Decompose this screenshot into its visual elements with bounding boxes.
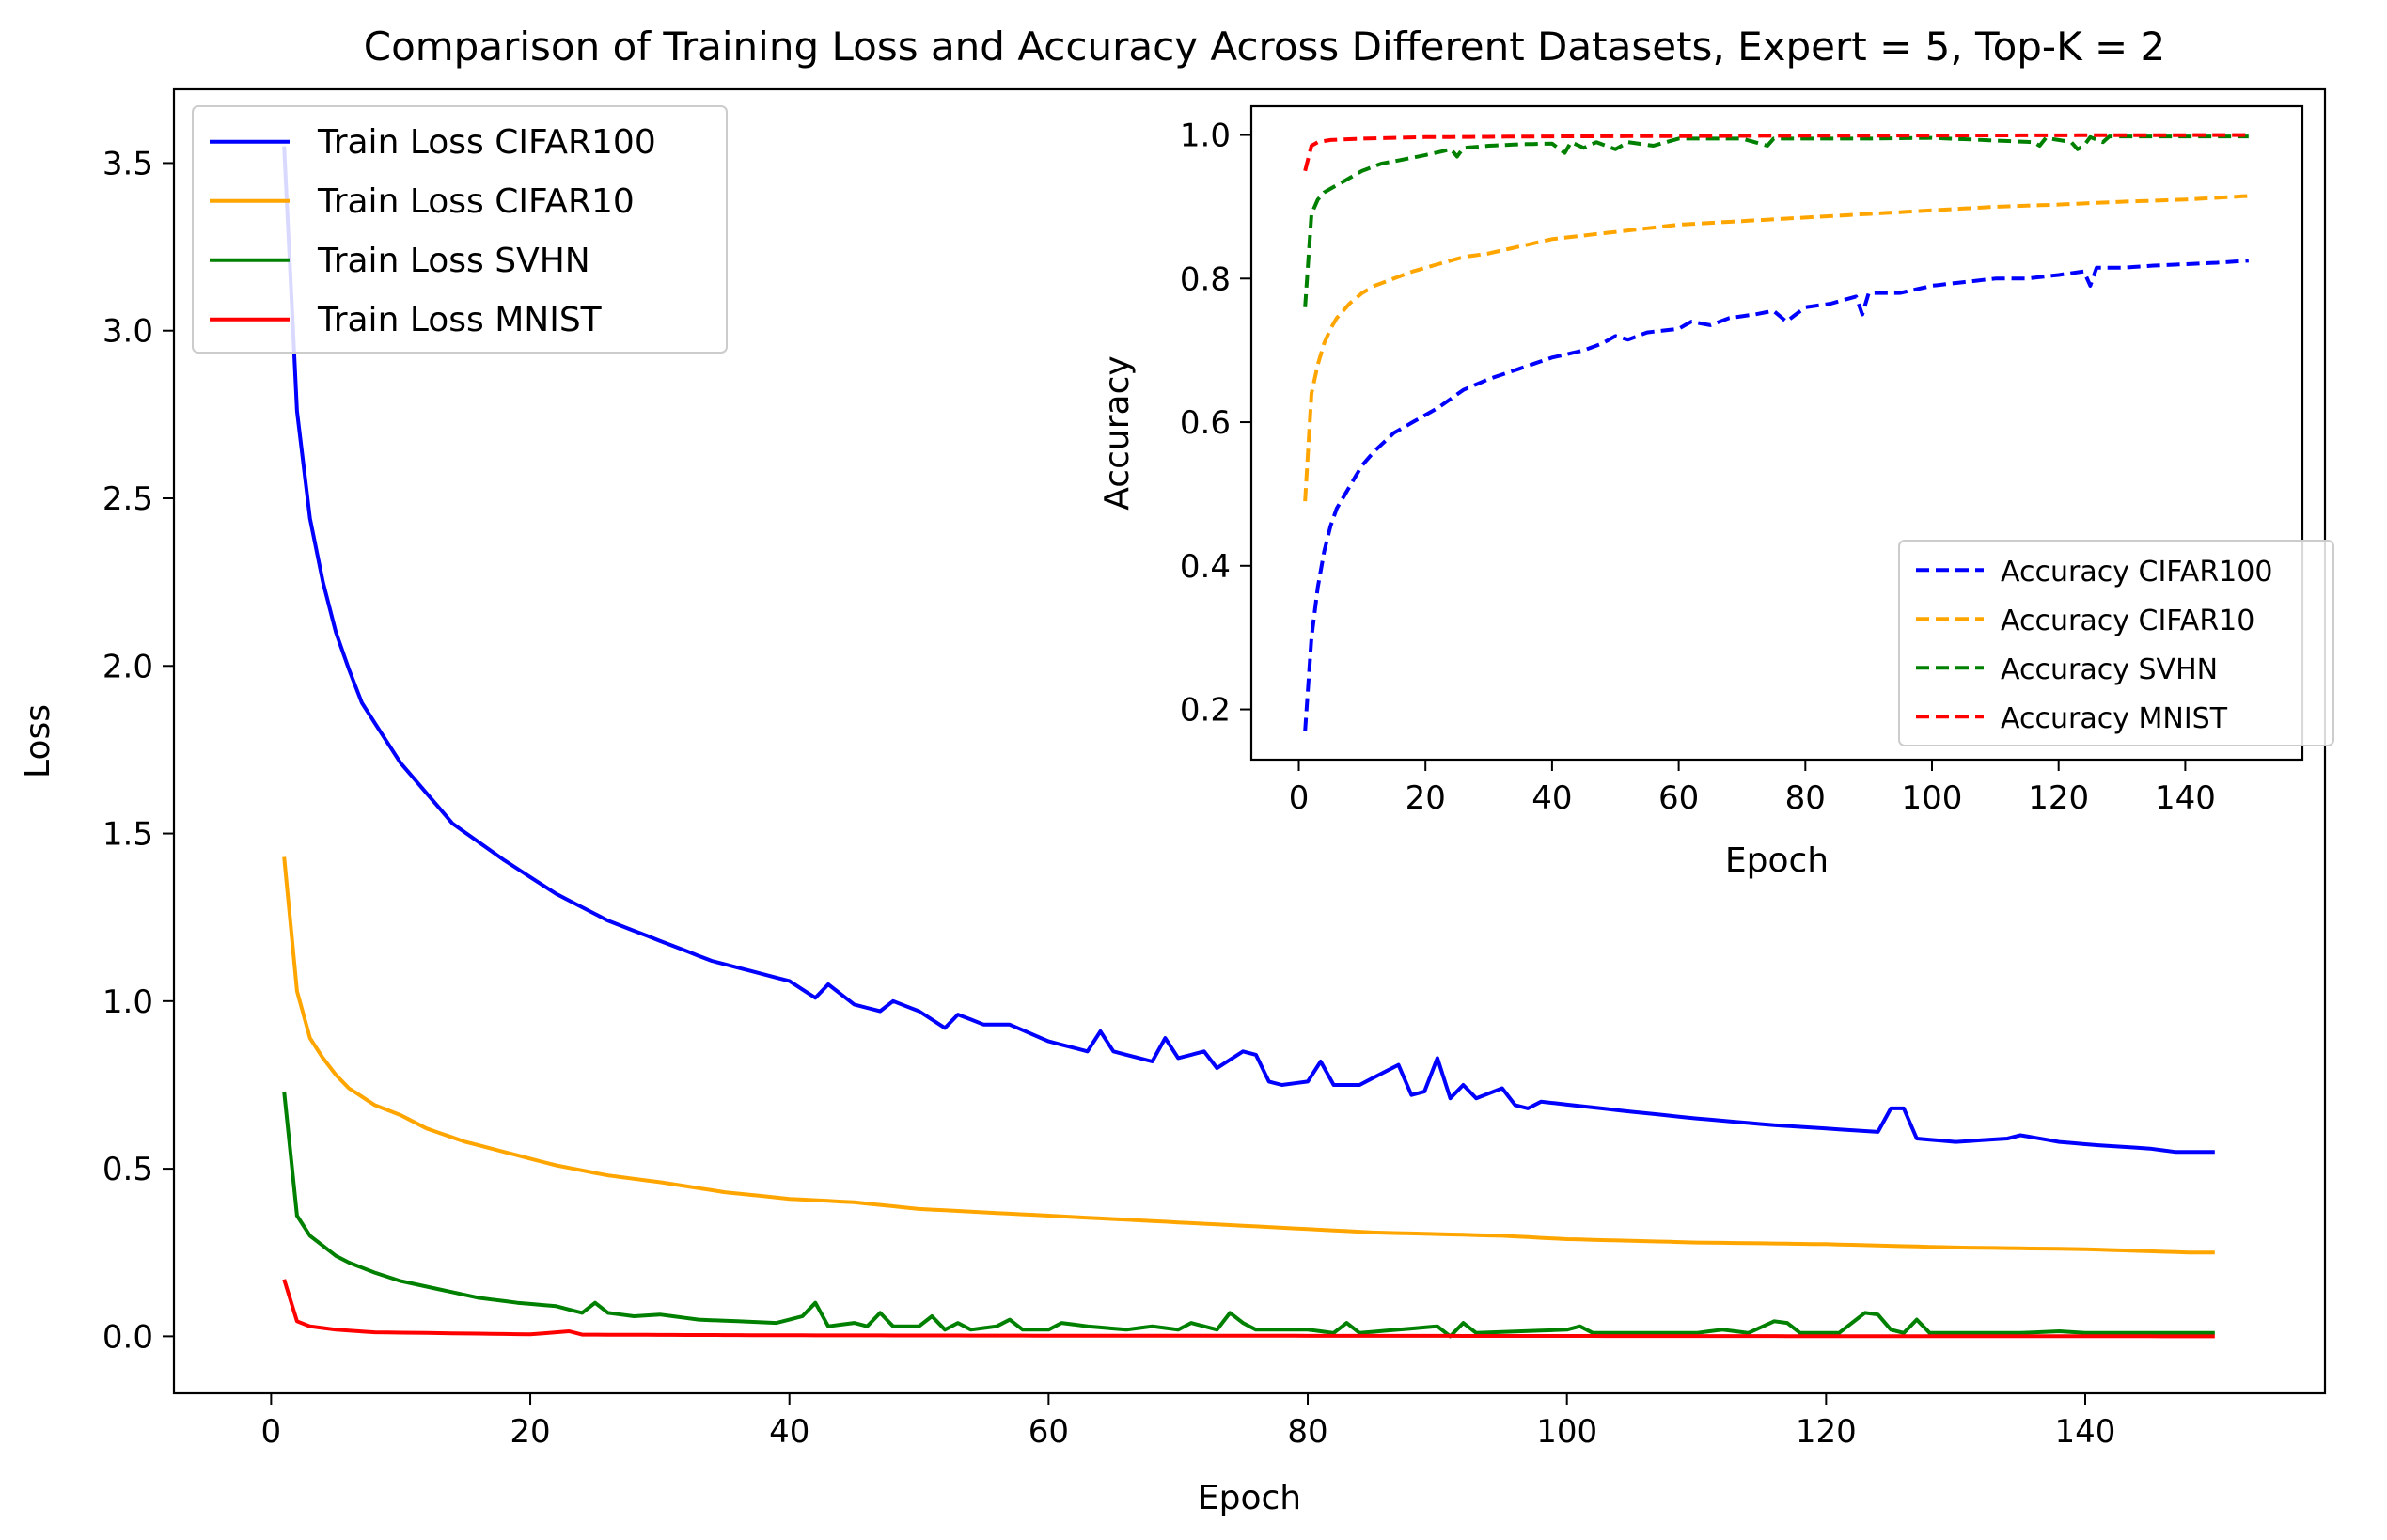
main-x-tick-label: 80	[1287, 1413, 1327, 1451]
main-legend-label: Train Loss CIFAR100	[317, 123, 656, 162]
main-x-ticks: 0 20 40 60 80 100 120 140	[261, 1393, 2116, 1451]
inset-series-line-1	[1303, 259, 2249, 731]
main-x-tick-label: 40	[769, 1413, 809, 1451]
inset-y-ticks: 0.2 0.4 0.6 0.8 1.0	[1180, 118, 1251, 730]
inset-series-group	[1303, 133, 2249, 731]
main-y-tick-label: 2.0	[102, 648, 153, 685]
main-y-tick-label: 3.5	[102, 145, 153, 182]
inset-legend-label: Accuracy MNIST	[2001, 702, 2228, 735]
inset-legend-label: Accuracy SVHN	[2001, 653, 2218, 686]
inset-legend-label: Accuracy CIFAR100	[2001, 556, 2272, 589]
main-y-tick-label: 2.5	[102, 480, 153, 518]
main-series-line-3	[282, 1091, 2215, 1339]
main-series-group	[282, 146, 2215, 1339]
main-x-axis-label: Epoch	[1198, 1479, 1301, 1517]
main-legend: Train Loss CIFAR100 Train Loss CIFAR10 Tra…	[192, 105, 728, 354]
main-legend-label: Train Loss MNIST	[317, 301, 603, 339]
inset-y-tick-label: 0.8	[1180, 260, 1231, 298]
inset-legend: Accuracy CIFAR100 Accuracy CIFAR10 Accurac…	[1898, 540, 2334, 746]
inset-legend-label: Accuracy CIFAR10	[2001, 605, 2254, 637]
inset-x-tick-label: 40	[1531, 779, 1572, 817]
main-y-ticks: 0.0 0.5 1.0 1.5 2.0 2.5 3.0 3.5	[102, 145, 174, 1356]
inset-x-tick-label: 120	[2028, 779, 2089, 817]
main-series-line-4	[282, 1279, 2215, 1339]
inset-x-tick-label: 60	[1658, 779, 1699, 817]
chart-title: Comparison of Training Loss and Accuracy…	[364, 24, 2166, 70]
main-y-axis-label: Loss	[19, 704, 57, 778]
inset-y-tick-label: 0.2	[1180, 692, 1231, 730]
main-series-line-1	[282, 146, 2215, 1155]
inset-x-tick-label: 0	[1289, 779, 1310, 817]
inset-x-tick-label: 100	[1902, 779, 1963, 817]
main-x-tick-label: 20	[510, 1413, 550, 1451]
main-x-tick-label: 120	[1796, 1413, 1857, 1451]
main-y-tick-label: 3.0	[102, 313, 153, 351]
main-series-line-2	[282, 856, 2215, 1255]
inset-y-axis-label: Accuracy	[1098, 355, 1137, 510]
inset-plot-frame	[1249, 104, 2304, 762]
main-legend-label: Train Loss CIFAR10	[317, 182, 635, 221]
inset-x-axis-label: Epoch	[1725, 841, 1829, 880]
inset-x-ticks: 0 20 40 60 80 100 120 140	[1289, 760, 2216, 817]
main-y-tick-label: 0.0	[102, 1318, 153, 1356]
inset-chart: 0 20 40 60 80 100 120 140 0.2 0.4 0.6 0.8 1.0 Epoch…	[1098, 104, 2334, 880]
main-x-tick-label: 100	[1536, 1413, 1597, 1451]
inset-series-line-4	[1303, 133, 2249, 172]
inset-y-tick-label: 1.0	[1180, 118, 1231, 155]
main-x-tick-label: 140	[2055, 1413, 2116, 1451]
main-x-tick-label: 60	[1029, 1413, 1069, 1451]
inset-x-tick-label: 20	[1406, 779, 1446, 817]
main-y-tick-label: 1.5	[102, 816, 153, 854]
inset-x-tick-label: 80	[1785, 779, 1826, 817]
inset-series-line-3	[1303, 134, 2249, 307]
inset-y-tick-label: 0.4	[1180, 548, 1231, 586]
main-legend-label: Train Loss SVHN	[317, 242, 590, 280]
inset-y-tick-label: 0.6	[1180, 404, 1231, 442]
main-y-tick-label: 0.5	[102, 1151, 153, 1188]
inset-x-tick-label: 140	[2155, 779, 2216, 817]
main-legend-box	[192, 105, 728, 354]
inset-legend-box	[1898, 540, 2334, 746]
main-x-tick-label: 0	[261, 1413, 282, 1451]
main-y-tick-label: 1.0	[102, 983, 153, 1021]
main-chart: Comparison of Training Loss and Accuracy…	[19, 24, 2327, 1517]
